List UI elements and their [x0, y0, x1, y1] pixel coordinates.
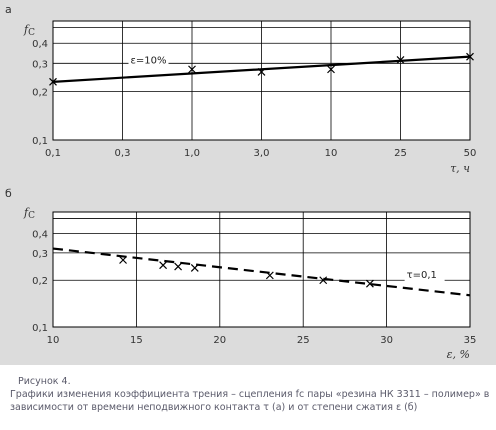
xtick-a-4: 10 [325, 148, 338, 159]
data-point-b-0-4 [265, 271, 274, 280]
figure-caption: Рисунок 4. Графики изменения коэффициент… [0, 365, 496, 430]
caption-text: Графики изменения коэффициента трения – … [10, 389, 490, 413]
xtick-a-5: 25 [394, 148, 407, 159]
data-point-a-0-4 [396, 55, 405, 64]
ytick-b-2: 0,3 [32, 249, 48, 260]
data-point-b-0-5 [319, 276, 328, 285]
ytick-b-0: 0,1 [32, 323, 48, 334]
ytick-a-2: 0,3 [32, 59, 48, 70]
series-line-a-0 [52, 55, 471, 83]
data-point-a-0-1 [188, 65, 196, 74]
ytick-b-3: 0,4 [32, 229, 48, 240]
series-label-bg-b-0 [404, 268, 445, 282]
panel-label-b: б [5, 187, 12, 200]
xtick-a-6: 50 [464, 148, 477, 159]
ylabel-a: fC [23, 23, 35, 38]
ytick-b-1: 0,2 [32, 276, 48, 287]
xtick-b-5: 35 [464, 335, 477, 346]
data-point-a-0-3 [327, 65, 335, 74]
ylabel-b: fC [23, 206, 35, 221]
xtick-a-2: 1,0 [184, 148, 200, 159]
xtick-a-0: 0,1 [45, 148, 61, 159]
series-label-b-0: τ=0,1 [407, 270, 437, 281]
data-point-a-0-2 [257, 68, 266, 76]
data-point-b-0-6 [365, 279, 374, 288]
xlabel-a: τ, ч [450, 162, 470, 175]
xtick-b-3: 25 [297, 335, 310, 346]
data-point-b-0-2 [174, 262, 183, 271]
panel-label-a: а [5, 3, 12, 16]
data-point-a-0-5 [466, 52, 474, 61]
series-line-b-0 [52, 247, 471, 297]
data-point-b-0-3 [190, 264, 199, 272]
ytick-a-1: 0,2 [32, 88, 48, 99]
ytick-a-3: 0,4 [32, 39, 48, 50]
data-point-a-0-0 [49, 77, 57, 86]
xtick-a-3: 3,0 [254, 148, 270, 159]
figure: 0,1 0,2 0,3 0,4 0,1 0,3 1,0 3,0 10 25 50 а fC τ, ч ε=1… [0, 0, 496, 365]
xlabel-b: ε, % [447, 348, 470, 361]
series-label-a-0: ε=10% [131, 56, 167, 67]
xtick-b-4: 30 [380, 335, 393, 346]
data-point-b-0-0 [119, 256, 127, 264]
xtick-b-0: 10 [47, 335, 60, 346]
data-point-b-0-1 [159, 261, 168, 270]
ytick-a-0: 0,1 [32, 136, 48, 147]
plot-area-b [52, 211, 471, 328]
xtick-b-2: 20 [213, 335, 226, 346]
series-label-bg-a-0 [128, 53, 169, 67]
caption-title: Рисунок 4. [18, 376, 71, 387]
xtick-b-1: 15 [130, 335, 143, 346]
xtick-a-1: 0,3 [115, 148, 131, 159]
